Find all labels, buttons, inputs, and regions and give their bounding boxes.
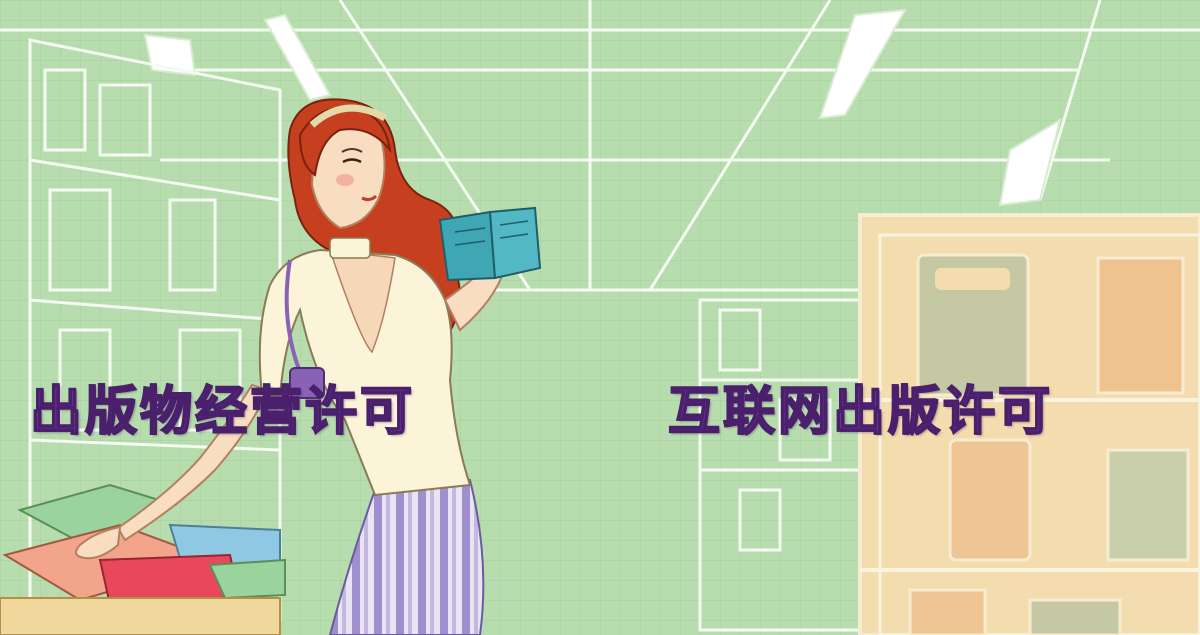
ceiling-lights (143, 8, 1062, 207)
right-label: 互联网出版许可 (667, 382, 1054, 442)
book-icon (438, 206, 542, 282)
right-bookshelf (858, 213, 1200, 635)
book-basket (0, 483, 286, 635)
purse (289, 367, 325, 399)
left-label: 出版物经营许可 (29, 382, 416, 442)
woman-figure (75, 98, 542, 635)
